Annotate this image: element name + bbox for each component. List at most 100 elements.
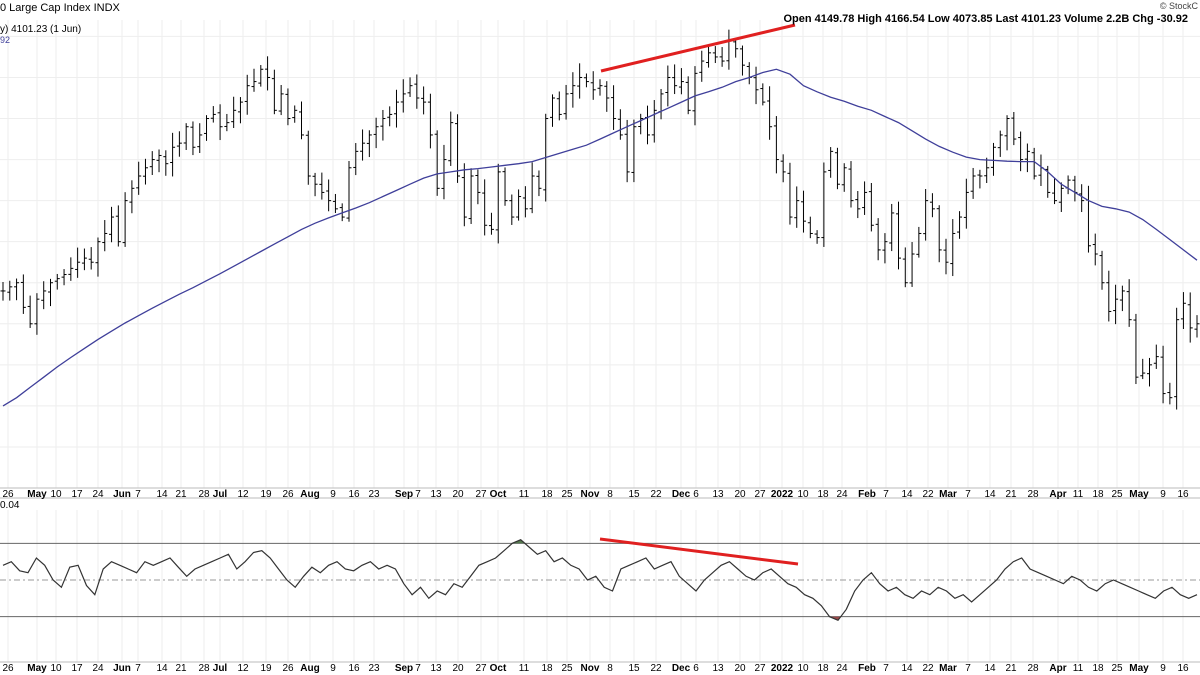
x-tick-label: Oct	[490, 663, 507, 674]
price-bar	[68, 257, 74, 281]
x-tick-label: 13	[712, 663, 724, 674]
price-bar	[753, 66, 759, 105]
price-bar	[129, 180, 135, 214]
price-bar	[448, 111, 454, 166]
price-bar	[685, 76, 691, 115]
x-tick-label: 25	[561, 489, 573, 500]
price-bar	[441, 144, 447, 200]
x-tick-label: 7	[135, 663, 141, 674]
price-bar	[170, 132, 176, 177]
price-bar	[1085, 185, 1091, 253]
price-bar	[271, 69, 277, 115]
legend-price: y) 4101.23 (1 Jun)	[0, 24, 82, 35]
x-tick-label: 13	[712, 489, 724, 500]
price-bar	[353, 143, 359, 176]
price-bar	[407, 77, 413, 97]
x-tick-label: 15	[628, 663, 640, 674]
x-tick-label: 25	[1111, 663, 1123, 674]
price-bar	[604, 81, 610, 112]
price-bar	[258, 65, 264, 87]
x-tick-label: 21	[175, 489, 187, 500]
price-bar	[583, 73, 589, 88]
price-bar	[862, 181, 868, 215]
price-bar	[841, 163, 847, 192]
price-bar	[299, 101, 304, 140]
price-bar	[556, 91, 562, 121]
price-bar	[47, 278, 53, 307]
price-bar	[590, 71, 596, 100]
x-tick-label: 11	[1073, 489, 1084, 500]
x-tick-label: 26	[2, 663, 14, 674]
price-bar	[312, 172, 318, 197]
x-tick-label: 14	[156, 489, 168, 500]
x-tick-label: 22	[650, 489, 662, 500]
price-bar	[231, 96, 237, 128]
price-bar	[237, 97, 243, 124]
price-bar	[794, 186, 800, 228]
x-tick-label: 22	[922, 489, 934, 500]
x-tick-label: 24	[836, 663, 848, 674]
x-tick-label: 19	[260, 489, 272, 500]
x-tick-label: 24	[92, 663, 104, 674]
price-bar	[1167, 382, 1173, 405]
x-tick-label: 11	[519, 489, 530, 500]
price-bar	[638, 113, 644, 135]
x-tick-label: 28	[1027, 663, 1039, 674]
price-bar	[712, 46, 718, 64]
x-tick-label: Feb	[858, 489, 876, 500]
price-bar	[495, 163, 501, 244]
x-tick-label: 12	[237, 489, 249, 500]
price-bar	[834, 147, 840, 190]
x-tick-label: 2022	[771, 663, 794, 674]
x-tick-label: Sep	[395, 489, 413, 500]
price-bar	[421, 86, 427, 115]
price-bar	[7, 280, 13, 301]
x-tick-label: 9	[1160, 489, 1166, 500]
price-bar	[943, 238, 949, 275]
price-bar	[373, 117, 379, 149]
price-bar	[733, 38, 739, 58]
x-tick-label: Feb	[858, 663, 876, 674]
x-tick-label: 7	[883, 489, 889, 500]
x-tick-label: 9	[330, 489, 336, 500]
x-tick-label: 22	[650, 663, 662, 674]
x-tick-label: Jul	[213, 663, 228, 674]
price-bar	[963, 178, 969, 229]
x-tick-label: 22	[922, 663, 934, 674]
price-bar	[75, 247, 81, 278]
x-tick-label: 8	[607, 489, 613, 500]
price-bar	[882, 233, 888, 264]
price-bar	[909, 242, 915, 287]
oscillator-label: 0.04	[0, 500, 20, 511]
price-bar	[251, 68, 257, 92]
x-tick-label: Nov	[581, 663, 600, 674]
x-tick-label: 7	[965, 489, 971, 500]
price-bar	[1147, 357, 1153, 387]
price-bar	[109, 206, 115, 243]
price-bar	[522, 186, 528, 218]
price-bar	[427, 93, 433, 149]
price-bar	[780, 154, 786, 183]
x-tick-label: 10	[50, 489, 62, 500]
price-bar	[719, 47, 725, 67]
price-bar	[828, 147, 834, 178]
x-tick-label: 24	[836, 489, 848, 500]
x-tick-label: 6	[693, 489, 699, 500]
x-tick-label: 18	[541, 663, 553, 674]
price-bar	[990, 142, 996, 176]
price-bar	[746, 62, 752, 85]
price-bar	[278, 84, 284, 116]
price-bar	[102, 220, 108, 252]
price-bar	[1126, 279, 1132, 327]
x-tick-label: 23	[368, 489, 380, 500]
price-bar	[136, 161, 142, 195]
price-bar	[461, 163, 467, 227]
price-trendline	[600, 23, 796, 73]
price-bar	[1065, 175, 1071, 195]
price-bar	[393, 89, 399, 128]
price-bar	[326, 179, 332, 212]
price-bar	[597, 79, 603, 96]
price-bar	[929, 193, 935, 218]
x-tick-label: 28	[198, 489, 210, 500]
